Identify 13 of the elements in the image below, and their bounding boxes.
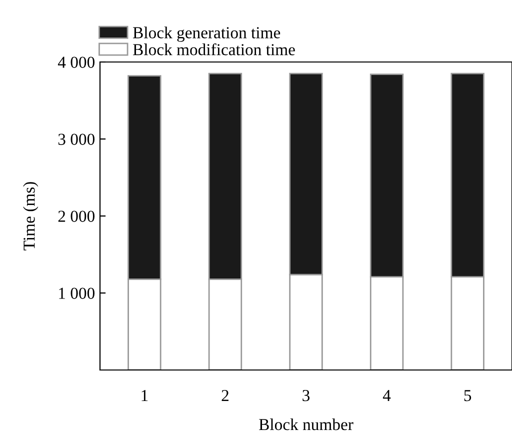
x-tick-label: 3 [302,390,310,402]
x-tick-label: 4 [382,390,391,402]
x-tick-label: 5 [464,390,472,402]
x-axis-title: Block number [259,418,354,430]
legend-label: Block modification time [133,43,295,56]
y-tick-label: 3 000 [58,134,95,145]
y-axis-title: Time (ms) [23,182,38,250]
y-tick-label: 1 000 [59,288,95,299]
y-tick-label: 2 000 [58,210,95,222]
y-tick-label: 4 000 [58,56,95,68]
legend-label: Block generation time [133,26,280,42]
x-tick-label: 1 [142,390,148,402]
x-tick-label: 2 [222,390,228,402]
